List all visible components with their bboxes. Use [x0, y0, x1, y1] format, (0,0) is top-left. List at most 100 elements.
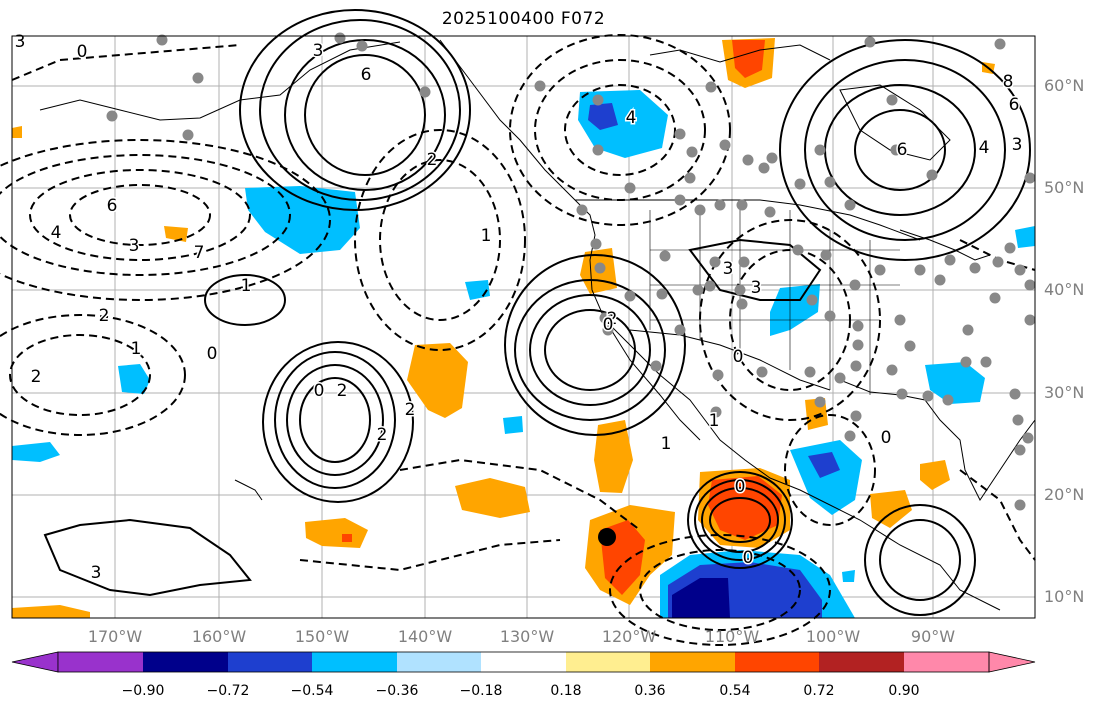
contour-label: 0 — [77, 42, 88, 62]
contour-label: 0 — [743, 548, 754, 568]
station-dot — [704, 280, 716, 292]
station-dot — [850, 360, 862, 372]
contour-label: 4 — [979, 138, 990, 158]
contour-solid — [286, 364, 384, 476]
station-dot — [764, 206, 776, 218]
shade-positive — [920, 460, 950, 490]
station-dot — [922, 390, 934, 402]
contour-label: 4 — [626, 108, 637, 128]
station-dot — [419, 86, 431, 98]
shade-positive — [342, 534, 352, 542]
colorbar-band — [735, 652, 819, 672]
station-dot — [1024, 172, 1036, 184]
station-dot — [709, 256, 721, 268]
shade-negative — [118, 364, 150, 394]
contour-solid — [259, 19, 461, 201]
contour-dashed — [354, 129, 526, 351]
station-dot — [650, 360, 662, 372]
station-dot — [592, 94, 604, 106]
station-dot — [1009, 388, 1021, 400]
station-dot — [714, 199, 726, 211]
contour-label: 6 — [107, 196, 118, 216]
station-dot — [864, 36, 876, 48]
contour-dashed — [399, 458, 641, 531]
shade-positive — [12, 605, 90, 618]
contour-solid — [879, 519, 961, 601]
contour-label: 3 — [1012, 135, 1023, 155]
lon-label: 150°W — [294, 627, 350, 646]
station-dot — [962, 324, 974, 336]
shade-positive — [870, 490, 912, 528]
station-dot — [1014, 499, 1026, 511]
contour-dashed — [609, 534, 831, 646]
station-dot — [674, 324, 686, 336]
contour-label: 2 — [377, 425, 388, 445]
station-dot — [624, 290, 636, 302]
station-dot — [1022, 432, 1034, 444]
station-dot — [766, 152, 778, 164]
map-frame — [11, 35, 1036, 619]
station-dot — [824, 310, 836, 322]
lon-label: 90°W — [910, 627, 956, 646]
contour-solid — [299, 377, 371, 463]
contour-dashed — [534, 59, 706, 201]
lat-label: 20°N — [1044, 485, 1085, 504]
station-dot — [756, 366, 768, 378]
contour-dashed — [0, 139, 331, 301]
station-dot — [844, 430, 856, 442]
station-dot — [942, 394, 954, 406]
station-dot — [599, 312, 611, 324]
contour-solid — [274, 351, 396, 489]
colorbar-segments — [11, 651, 1036, 673]
shade-positive — [164, 226, 188, 242]
station-dot — [886, 364, 898, 376]
station-dot — [182, 129, 194, 141]
contour-solid — [864, 504, 976, 616]
station-dot — [592, 144, 604, 156]
contour-solid — [529, 294, 651, 406]
contour-dashed — [9, 334, 151, 416]
contour-label: 3 — [313, 41, 324, 61]
station-dot — [734, 284, 746, 296]
contour-dashed — [784, 414, 876, 526]
station-dot — [994, 38, 1006, 50]
colorbar-tick-label: 0.54 — [719, 683, 751, 699]
lon-label: 120°W — [601, 627, 657, 646]
shade-positive — [594, 420, 633, 493]
station-dot — [736, 199, 748, 211]
coastline-baja — [604, 319, 701, 441]
colorbar-tick-label: −0.36 — [375, 683, 419, 699]
colorbar-tick-label: −0.72 — [206, 683, 250, 699]
station-dot — [874, 264, 886, 276]
station-dot — [736, 298, 748, 310]
contour-label: 1 — [661, 434, 672, 454]
contour-dashed — [29, 169, 251, 261]
station-dot — [850, 410, 862, 422]
colorbar-band — [228, 652, 312, 672]
contour-label: 2 — [427, 150, 438, 170]
lat-label: 60°N — [1044, 76, 1085, 95]
shade-strong-negative — [588, 103, 618, 130]
contour-solid — [262, 341, 414, 503]
station-dot — [814, 396, 826, 408]
station-markers — [106, 32, 1036, 511]
station-dot — [106, 110, 118, 122]
station-dot — [824, 176, 836, 188]
contour-label: 0 — [735, 477, 746, 497]
contour-label: 0 — [733, 347, 744, 367]
contour-solid — [804, 59, 1006, 241]
shade-strong-positive — [708, 476, 782, 540]
station-dot — [980, 356, 992, 368]
shade-negative — [245, 186, 360, 254]
lon-label: 140°W — [397, 627, 453, 646]
contour-solid — [514, 279, 666, 421]
station-dot — [804, 366, 816, 378]
state-borders — [649, 205, 900, 395]
contour-solid — [779, 39, 1031, 261]
station-dot — [694, 204, 706, 216]
station-dot — [834, 372, 846, 384]
contour-label: 3 — [751, 278, 762, 298]
station-dot — [156, 34, 168, 46]
station-dot — [705, 81, 717, 93]
